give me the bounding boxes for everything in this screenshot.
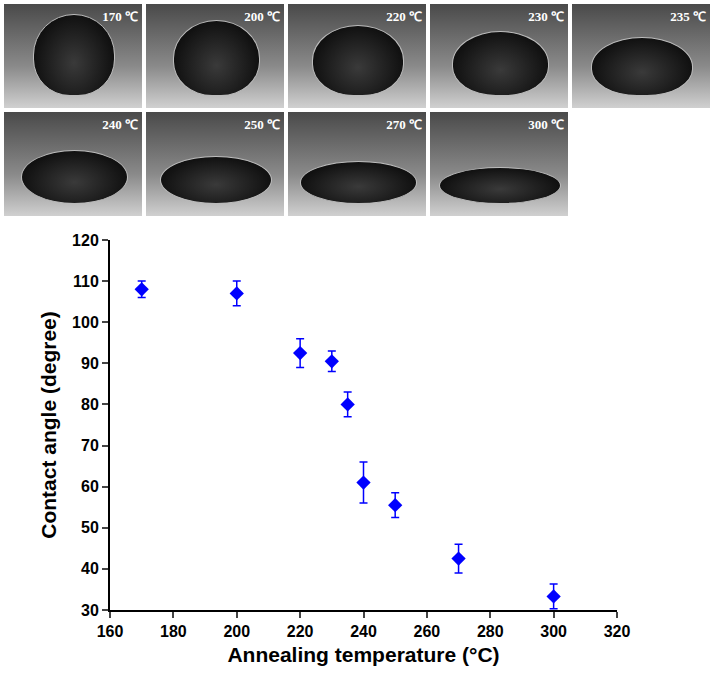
svg-text:320: 320 (604, 623, 631, 640)
svg-text:110: 110 (73, 273, 99, 290)
html-text:240 ℃: 240 ℃ (102, 117, 138, 132)
svg-text:Annealing temperature (°C): Annealing temperature (°C) (227, 643, 499, 666)
svg-text:240: 240 (350, 623, 377, 640)
svg-text:160: 160 (97, 623, 124, 640)
svg-text:200: 200 (223, 623, 250, 640)
svg-text:50: 50 (81, 519, 99, 536)
html-text:235 ℃: 235 ℃ (670, 9, 706, 24)
svg-text:Contact angle (degree): Contact angle (degree) (37, 311, 60, 539)
html-text:220 ℃: 220 ℃ (386, 9, 422, 24)
html-text:270 ℃: 270 ℃ (386, 117, 422, 132)
html-text:300 ℃: 300 ℃ (528, 117, 564, 132)
svg-text:80: 80 (81, 396, 99, 413)
svg-text:120: 120 (72, 232, 99, 249)
svg-text:100: 100 (72, 314, 99, 331)
svg-text:300: 300 (540, 623, 567, 640)
svg-text:30: 30 (81, 602, 99, 619)
svg-text:70: 70 (81, 437, 99, 454)
html-text:230 ℃: 230 ℃ (528, 9, 564, 24)
svg-text:260: 260 (414, 623, 441, 640)
svg-text:60: 60 (81, 478, 99, 495)
svg-text:40: 40 (81, 560, 99, 577)
svg-text:180: 180 (160, 623, 187, 640)
html-text:170 ℃: 170 ℃ (102, 9, 138, 24)
html-text:250 ℃: 250 ℃ (244, 117, 280, 132)
svg-text:220: 220 (287, 623, 314, 640)
html-text:200 ℃: 200 ℃ (244, 9, 280, 24)
svg-text:90: 90 (81, 355, 99, 372)
svg-text:280: 280 (477, 623, 504, 640)
